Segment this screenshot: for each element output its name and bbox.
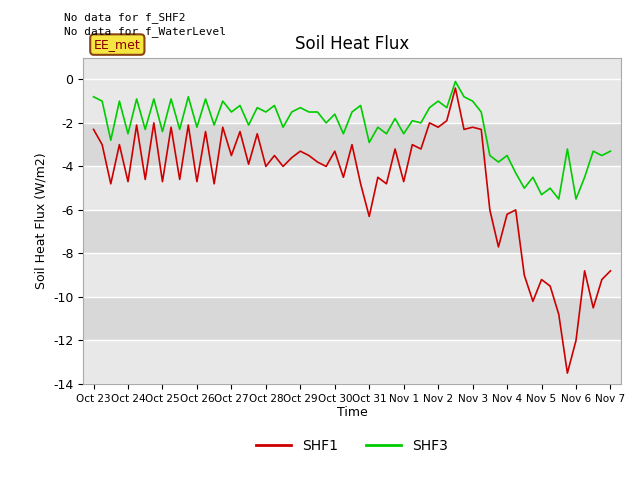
Text: No data for f_WaterLevel: No data for f_WaterLevel — [64, 26, 226, 37]
SHF1 — [564, 370, 572, 376]
SHF1 — [271, 153, 278, 158]
Y-axis label: Soil Heat Flux (W/m2): Soil Heat Flux (W/m2) — [35, 153, 47, 289]
SHF1 — [452, 85, 460, 91]
SHF3 — [211, 122, 218, 128]
SHF3 — [555, 196, 563, 202]
Line: SHF1: SHF1 — [93, 88, 611, 373]
SHF1 — [547, 283, 554, 289]
SHF3 — [607, 148, 614, 154]
SHF3 — [90, 94, 97, 100]
SHF1 — [607, 268, 614, 274]
Text: EE_met: EE_met — [94, 38, 141, 51]
Title: Soil Heat Flux: Soil Heat Flux — [295, 35, 409, 53]
Line: SHF3: SHF3 — [93, 82, 611, 199]
SHF3 — [271, 103, 278, 108]
SHF1 — [90, 127, 97, 132]
SHF1 — [365, 214, 373, 219]
Text: No data for f_SHF2: No data for f_SHF2 — [64, 12, 186, 23]
SHF1 — [400, 179, 408, 184]
Bar — [83, 210, 621, 253]
SHF3 — [547, 185, 554, 191]
Bar — [83, 297, 621, 340]
SHF3 — [193, 124, 201, 130]
Bar — [83, 123, 621, 167]
SHF1 — [211, 181, 218, 187]
Legend: SHF1, SHF3: SHF1, SHF3 — [251, 433, 453, 459]
SHF3 — [365, 140, 373, 145]
SHF1 — [193, 179, 201, 184]
SHF3 — [400, 131, 408, 137]
SHF3 — [452, 79, 460, 84]
X-axis label: Time: Time — [337, 407, 367, 420]
